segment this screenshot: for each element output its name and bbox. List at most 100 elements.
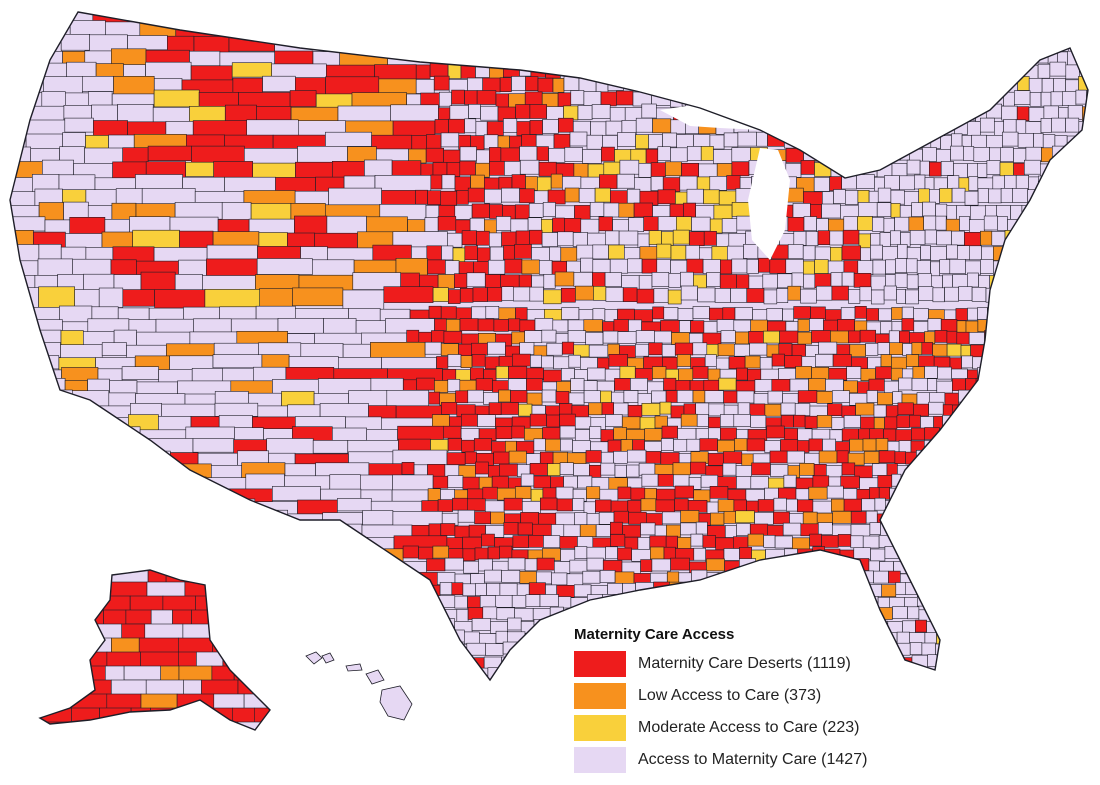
county-cell bbox=[840, 307, 856, 320]
county-cell bbox=[214, 402, 259, 417]
county-cell bbox=[38, 632, 76, 652]
county-cell bbox=[831, 417, 845, 430]
county-cell bbox=[691, 216, 711, 232]
county-cell bbox=[967, 163, 978, 178]
county-cell bbox=[255, 305, 296, 320]
county-cell bbox=[863, 451, 880, 464]
county-cell bbox=[805, 231, 819, 246]
county-cell bbox=[763, 330, 780, 344]
county-cell bbox=[401, 19, 418, 35]
county-cell bbox=[700, 474, 719, 488]
county-cell bbox=[737, 402, 751, 416]
county-cell bbox=[551, 572, 568, 586]
county-cell bbox=[833, 570, 846, 584]
county-cell bbox=[154, 289, 206, 309]
county-cell bbox=[951, 187, 966, 203]
county-cell bbox=[288, 569, 339, 591]
county-cell bbox=[685, 584, 702, 598]
county-cell bbox=[519, 571, 537, 584]
county-cell bbox=[940, 135, 952, 150]
county-cell bbox=[297, 146, 348, 163]
county-cell bbox=[550, 645, 563, 658]
county-cell bbox=[1094, 357, 1100, 369]
county-cell bbox=[911, 499, 924, 513]
county-cell bbox=[879, 232, 891, 247]
county-cell bbox=[484, 569, 502, 583]
county-cell bbox=[411, 135, 427, 150]
county-cell bbox=[976, 163, 988, 178]
county-cell bbox=[1078, 12, 1088, 21]
county-cell bbox=[750, 319, 768, 333]
county-cell bbox=[679, 64, 699, 79]
county-cell bbox=[521, 259, 540, 275]
county-cell bbox=[560, 49, 575, 64]
county-cell bbox=[764, 120, 780, 135]
county-cell bbox=[1061, 22, 1077, 38]
county-cell bbox=[1052, 145, 1068, 161]
county-cell bbox=[816, 218, 829, 233]
county-cell bbox=[478, 558, 493, 572]
county-cell bbox=[678, 597, 695, 610]
county-cell bbox=[557, 231, 574, 247]
county-cell bbox=[1042, 258, 1055, 274]
county-cell bbox=[894, 451, 907, 464]
county-cell bbox=[415, 79, 435, 94]
county-cell bbox=[657, 12, 672, 21]
county-cell bbox=[464, 451, 477, 465]
county-cell bbox=[673, 474, 690, 488]
county-cell bbox=[865, 22, 882, 38]
county-cell bbox=[1094, 218, 1100, 232]
county-cell bbox=[676, 354, 692, 367]
county-cell bbox=[894, 272, 908, 288]
county-cell bbox=[10, 608, 40, 627]
county-cell bbox=[676, 390, 694, 403]
county-cell bbox=[818, 341, 838, 355]
county-cell bbox=[695, 402, 710, 416]
county-cell bbox=[109, 426, 141, 443]
county-cell bbox=[726, 175, 741, 190]
county-cell bbox=[636, 64, 652, 79]
county-cell bbox=[872, 217, 885, 232]
county-cell bbox=[885, 405, 899, 418]
county-cell bbox=[843, 216, 858, 231]
county-cell bbox=[447, 48, 466, 64]
county-cell bbox=[494, 594, 513, 608]
county-cell bbox=[591, 104, 611, 119]
county-cell bbox=[482, 77, 501, 93]
county-cell bbox=[678, 33, 698, 49]
county-cell bbox=[718, 377, 737, 391]
county-cell bbox=[939, 510, 956, 524]
county-cell bbox=[1055, 416, 1067, 429]
county-cell bbox=[605, 546, 618, 560]
county-cell bbox=[335, 560, 381, 579]
county-cell bbox=[985, 513, 999, 526]
county-cell bbox=[736, 91, 752, 106]
county-cell bbox=[942, 12, 956, 24]
county-cell bbox=[1076, 22, 1088, 37]
borough-cell bbox=[275, 624, 294, 644]
borough-cell bbox=[271, 596, 297, 616]
county-cell bbox=[122, 289, 155, 307]
county-cell bbox=[938, 441, 953, 454]
county-cell bbox=[963, 475, 978, 489]
county-cell bbox=[925, 103, 937, 119]
county-cell bbox=[717, 499, 735, 513]
borough-cell bbox=[40, 721, 77, 730]
county-cell bbox=[1050, 91, 1063, 107]
county-cell bbox=[1045, 321, 1061, 335]
county-cell bbox=[1037, 584, 1055, 597]
county-cell bbox=[507, 378, 527, 391]
county-cell bbox=[986, 380, 1003, 394]
county-cell bbox=[546, 414, 560, 428]
county-cell bbox=[892, 524, 910, 538]
county-cell bbox=[1059, 619, 1073, 633]
county-cell bbox=[870, 289, 885, 305]
county-cell bbox=[446, 162, 461, 177]
county-cell bbox=[577, 105, 593, 120]
county-cell bbox=[816, 415, 833, 428]
county-cell bbox=[719, 48, 734, 64]
county-cell bbox=[500, 402, 519, 415]
county-cell bbox=[754, 595, 774, 608]
county-cell bbox=[628, 511, 647, 525]
county-cell bbox=[828, 367, 848, 381]
